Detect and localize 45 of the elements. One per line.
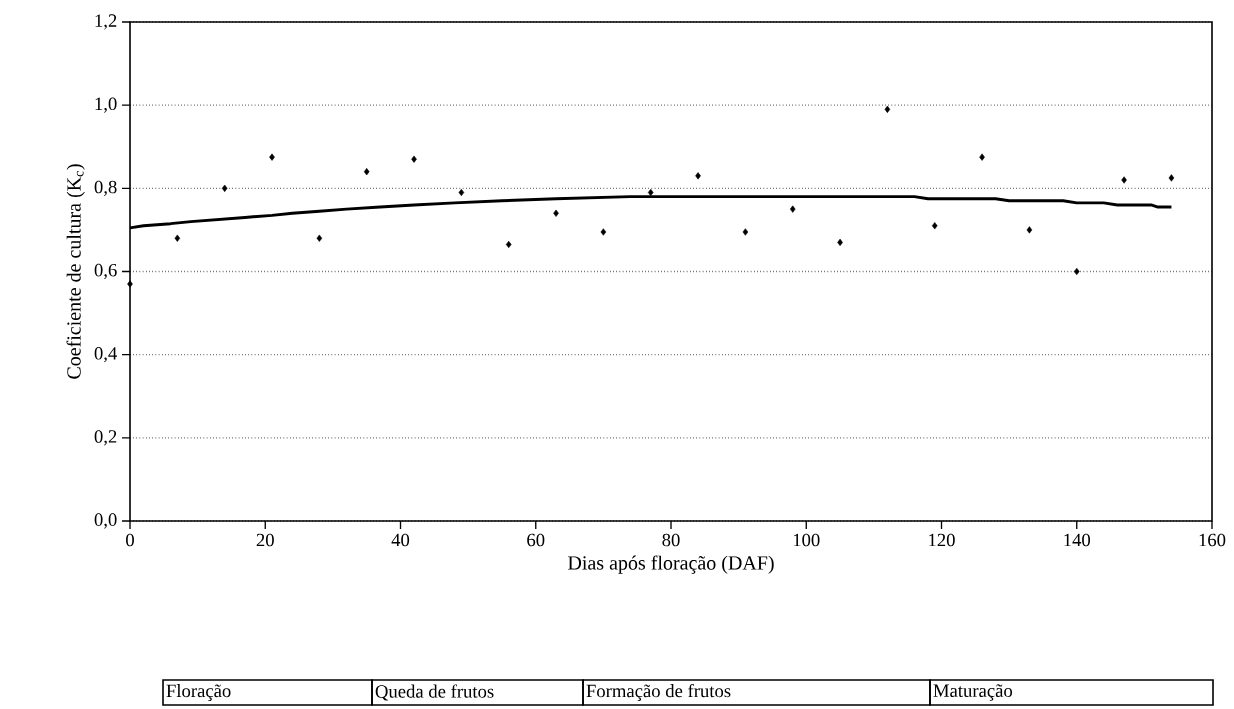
point [1121, 176, 1127, 184]
x-tick-label: 40 [391, 533, 410, 547]
point [789, 205, 796, 213]
text: Formação de frutos [586, 683, 731, 702]
point [363, 168, 370, 176]
x-tick-label: 60 [527, 533, 545, 547]
y-tick-label: 0,2 [94, 430, 117, 446]
point [600, 228, 607, 236]
point [1073, 267, 1080, 276]
y-tick-label: 1,0 [95, 97, 117, 113]
point [127, 280, 133, 288]
point [411, 155, 417, 163]
x-tick-label: 20 [256, 533, 274, 547]
point [1168, 174, 1175, 182]
y-tick-label: 0,4 [94, 347, 118, 363]
point [742, 228, 749, 236]
x-tick-label: 160 [1199, 533, 1226, 547]
y-axis-title: Coeficiente de cultura (K$_{c}$) [66, 164, 85, 379]
point [979, 153, 985, 161]
y-tick-label: 1,2 [95, 14, 117, 30]
point [837, 238, 843, 246]
text: Floração [166, 684, 231, 701]
point [931, 222, 938, 230]
point [505, 240, 512, 249]
x-tick-label: 120 [929, 533, 955, 547]
text: Maturação [933, 684, 1013, 701]
y-tick-label: 0,8 [94, 180, 117, 196]
x-tick-label: 0 [126, 533, 134, 547]
y-tick-label: 0,6 [94, 263, 117, 280]
point [221, 184, 228, 192]
point [269, 153, 275, 161]
point [695, 172, 701, 180]
x-tick-label: 80 [662, 533, 680, 547]
point [553, 209, 559, 217]
text: Queda de frutos [375, 684, 494, 701]
point [647, 188, 654, 197]
point [458, 188, 465, 197]
point [1026, 226, 1033, 234]
point [316, 234, 323, 242]
x-axis-title: Dias após floração (DAF) [568, 555, 774, 574]
x-tick-label: 100 [793, 533, 820, 547]
point [884, 105, 891, 113]
point [174, 234, 181, 242]
y-tick-label: 0,0 [94, 513, 117, 529]
x-tick-label: 140 [1064, 533, 1091, 547]
